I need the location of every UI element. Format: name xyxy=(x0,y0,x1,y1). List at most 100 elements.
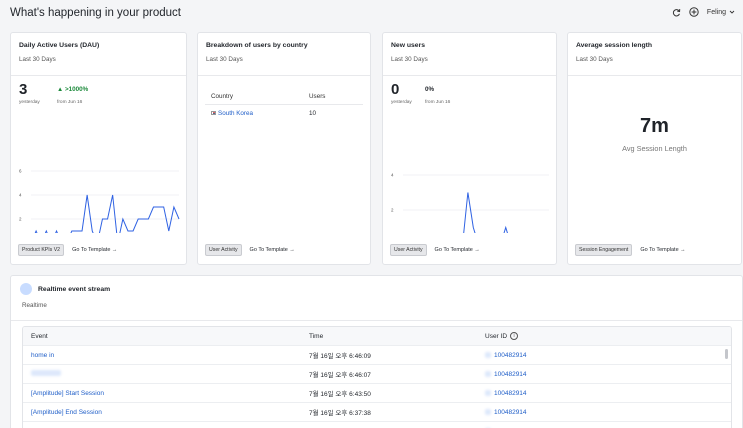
dau-card-subtitle: Last 30 Days xyxy=(19,56,56,63)
user-avatar-icon xyxy=(485,371,491,377)
user-id-link[interactable]: 100482914 xyxy=(494,370,527,378)
dau-tag[interactable]: Product KPIs V2 xyxy=(18,244,65,256)
top-actions: Feling xyxy=(672,7,735,17)
time-col-header[interactable]: Time xyxy=(309,332,324,340)
new-users-line-chart[interactable]: 420Jun 24Jul 8 xyxy=(389,133,553,233)
user-id-link[interactable]: 100482914 xyxy=(494,351,527,359)
session-card-title: Average session length xyxy=(576,42,653,49)
event-cell: home in xyxy=(23,352,309,359)
dau-value: 3 xyxy=(19,81,28,98)
user-name: Feling xyxy=(706,8,726,16)
event-table: Event Time User ID i home in 7월 16일 오후 6:… xyxy=(22,326,732,428)
new-users-card-subtitle: Last 30 Days xyxy=(391,56,428,63)
event-link[interactable]: [Amplitude] End Session xyxy=(31,408,102,416)
y-tick-label: 2 xyxy=(19,217,22,222)
event-link[interactable]: [Amplitude] Start Session xyxy=(31,389,104,397)
user-menu[interactable]: Feling xyxy=(707,9,735,16)
new-users-template-link[interactable]: Go To Template → xyxy=(434,247,480,253)
users-cell: 10 xyxy=(309,109,317,117)
country-link[interactable]: South Korea xyxy=(218,109,254,117)
user-avatar-icon xyxy=(485,409,491,415)
session-template-link[interactable]: Go To Template → xyxy=(640,247,686,253)
country-template-link[interactable]: Go To Template → xyxy=(249,247,295,253)
dau-delta-caption: from Jun 16 xyxy=(57,100,83,105)
event-link[interactable]: home in xyxy=(31,351,55,359)
table-row: South Korea 10 xyxy=(205,105,363,121)
time-cell: 7월 16일 오후 6:46:09 xyxy=(309,353,371,360)
avatar xyxy=(20,283,32,295)
new-users-card-footer: User Activity Go To Template → xyxy=(390,244,480,256)
event-table-header: Event Time User ID i xyxy=(23,327,731,346)
country-card-footer: User Activity Go To Template → xyxy=(205,244,295,256)
new-users-card[interactable]: New users Last 30 Days 0 yesterday 0% fr… xyxy=(382,32,557,265)
country-col-header[interactable]: Country xyxy=(211,93,234,100)
users-col-header[interactable]: Users xyxy=(309,93,326,100)
user-avatar-icon xyxy=(485,352,491,358)
dau-template-link[interactable]: Go To Template → xyxy=(72,247,118,253)
new-users-value-caption: yesterday xyxy=(391,100,412,105)
session-tag[interactable]: Session Engagement xyxy=(575,244,633,256)
refresh-icon[interactable] xyxy=(672,8,681,17)
table-row[interactable]: home in 7월 16일 오후 6:46:09 100482914 xyxy=(23,346,731,365)
event-rows: home in 7월 16일 오후 6:46:09 100482914 7월 16일 … xyxy=(23,346,731,428)
y-tick-label: 2 xyxy=(391,208,394,213)
table-row[interactable]: [Amplitude] Start Session 7월 16일 오후 6:43:… xyxy=(23,384,731,403)
user-id-link[interactable]: 100482914 xyxy=(494,389,527,397)
user-avatar-icon xyxy=(485,390,491,396)
redacted-event-name[interactable] xyxy=(31,370,61,376)
country-table: Country Users South Korea 10 xyxy=(205,89,363,121)
new-users-card-title: New users xyxy=(391,42,426,49)
time-cell: 7월 16일 오후 6:46:07 xyxy=(309,372,371,379)
country-card-header: Breakdown of users by country Last 30 Da… xyxy=(198,33,370,76)
country-tag[interactable]: User Activity xyxy=(205,244,242,256)
new-users-tag[interactable]: User Activity xyxy=(390,244,427,256)
user-id-cell: 100482914 xyxy=(485,371,731,378)
session-card-header: Average session length Last 30 Days xyxy=(568,33,741,76)
session-value-caption: Avg Session Length xyxy=(622,144,687,153)
dau-card-footer: Product KPIs V2 Go To Template → xyxy=(18,244,117,256)
session-card-footer: Session Engagement Go To Template → xyxy=(575,244,686,256)
table-row[interactable]: 지도 페이지7월 16일 오후 6:37:22100482914 xyxy=(23,422,731,428)
dau-value-caption: yesterday xyxy=(19,100,40,105)
user-id-cell: 100482914 xyxy=(485,352,731,359)
time-cell: 7월 16일 오후 6:37:38 xyxy=(309,410,371,417)
event-cell xyxy=(23,370,309,378)
add-circle-icon[interactable] xyxy=(689,7,699,17)
user-id-link[interactable]: 100482914 xyxy=(494,408,527,416)
event-stream-header: Realtime event stream xyxy=(11,276,742,295)
event-cell: [Amplitude] Start Session xyxy=(23,390,309,397)
scrollbar[interactable] xyxy=(725,349,728,359)
table-row[interactable]: [Amplitude] End Session 7월 16일 오후 6:37:38… xyxy=(23,403,731,422)
info-icon[interactable]: i xyxy=(510,332,519,340)
table-row[interactable]: 7월 16일 오후 6:46:07 100482914 xyxy=(23,365,731,384)
country-card-title: Breakdown of users by country xyxy=(206,42,308,49)
new-users-delta-caption: from Jun 16 xyxy=(425,100,451,105)
event-stream-title: Realtime event stream xyxy=(38,285,111,293)
event-stream-subtitle: Realtime xyxy=(22,302,47,309)
page-title: What's happening in your product xyxy=(10,7,181,19)
chevron-down-icon xyxy=(729,9,735,15)
time-cell: 7월 16일 오후 6:43:50 xyxy=(309,391,371,398)
country-table-header: Country Users xyxy=(205,89,363,105)
dau-card-header: Daily Active Users (DAU) Last 30 Days xyxy=(11,33,186,76)
dau-delta: ▲ >1000% xyxy=(57,86,89,93)
country-card[interactable]: Breakdown of users by country Last 30 Da… xyxy=(197,32,371,265)
y-tick-label: 6 xyxy=(19,169,22,174)
event-col-header[interactable]: Event xyxy=(31,332,48,340)
event-stream-card: Realtime event stream Realtime Event Tim… xyxy=(10,275,743,428)
user-id-cell: 100482914 xyxy=(485,390,731,397)
dau-line-chart[interactable]: 6420Jun 24Jul 8 xyxy=(17,133,183,233)
country-cell: South Korea xyxy=(205,110,309,117)
divider xyxy=(11,320,742,321)
user-id-col-label: User ID xyxy=(485,332,508,340)
dau-card[interactable]: Daily Active Users (DAU) Last 30 Days 3 … xyxy=(10,32,187,265)
y-tick-label: 4 xyxy=(391,173,394,178)
series-line[interactable] xyxy=(31,194,180,233)
user-id-col-header[interactable]: User ID i xyxy=(485,332,731,340)
session-card[interactable]: Average session length Last 30 Days 7m A… xyxy=(567,32,742,265)
top-bar: What's happening in your product Feling xyxy=(0,0,743,28)
series-line[interactable] xyxy=(403,192,549,234)
korea-flag-icon xyxy=(211,110,216,115)
user-id-cell: 100482914 xyxy=(485,409,731,416)
y-tick-label: 4 xyxy=(19,193,22,198)
